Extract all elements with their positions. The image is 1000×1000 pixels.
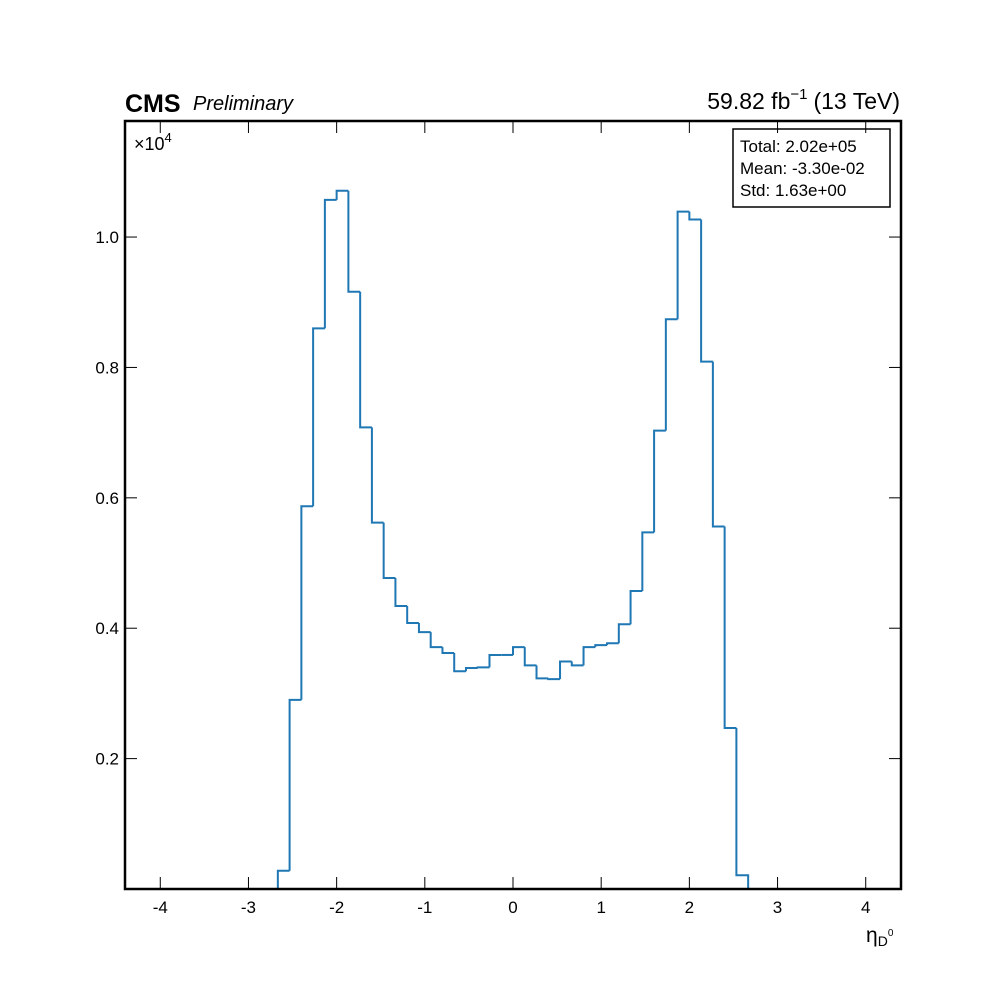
stats-line: Total: 2.02e+05 bbox=[740, 137, 857, 156]
x-tick-label: -4 bbox=[153, 898, 168, 917]
x-label-main: η bbox=[866, 924, 878, 947]
status: Preliminary bbox=[193, 93, 294, 115]
x-tick-label: 0 bbox=[508, 898, 517, 917]
histogram-bin bbox=[735, 727, 750, 889]
y-tick-label: 0.8 bbox=[95, 358, 119, 377]
x-tick-label: -1 bbox=[417, 898, 432, 917]
x-label-sub: D bbox=[878, 933, 888, 949]
histogram-bin bbox=[547, 678, 561, 681]
histogram-bin bbox=[464, 666, 478, 672]
histogram-bin bbox=[641, 531, 655, 592]
stats-line: Std: 1.63e+00 bbox=[740, 181, 846, 200]
histogram-bin bbox=[370, 427, 384, 524]
histogram-bin bbox=[323, 198, 337, 329]
y-tick-label: 1.0 bbox=[95, 228, 119, 247]
histogram-bin bbox=[417, 623, 431, 634]
luminosity-exponent: −1 bbox=[790, 86, 807, 103]
x-tick-label: 2 bbox=[685, 898, 694, 917]
histogram-bin bbox=[512, 646, 525, 655]
histogram-bin bbox=[476, 666, 490, 669]
histogram-bin bbox=[582, 646, 596, 666]
histogram-bin bbox=[453, 652, 466, 673]
histogram-bin bbox=[535, 665, 549, 680]
histogram-bin bbox=[441, 647, 455, 654]
lumi: 59.82 fb−1 (13 TeV) bbox=[707, 86, 900, 114]
x-tick-label: 4 bbox=[861, 898, 870, 917]
histogram-bin bbox=[594, 644, 608, 648]
histogram-bin bbox=[606, 642, 619, 646]
histogram-bin bbox=[394, 578, 408, 608]
y-multiplier-exponent: 4 bbox=[165, 130, 172, 145]
energy: (13 TeV) bbox=[813, 88, 900, 114]
x-tick-label: -2 bbox=[329, 898, 344, 917]
y-tick-label: 0.6 bbox=[95, 489, 119, 508]
histogram-bin bbox=[488, 653, 502, 668]
experiment: CMS bbox=[125, 90, 181, 118]
histogram-bin bbox=[288, 698, 302, 871]
x-tick-label: 3 bbox=[773, 898, 782, 917]
histogram-bin bbox=[382, 522, 396, 580]
histogram-bin bbox=[347, 190, 361, 293]
histogram-bin bbox=[429, 632, 443, 649]
histogram-bin bbox=[629, 590, 643, 625]
x-label: ηD0 bbox=[866, 924, 894, 949]
histogram-bin bbox=[711, 361, 725, 528]
x-label-sup: 0 bbox=[888, 928, 894, 939]
histogram-bin bbox=[523, 647, 537, 667]
histogram-bin bbox=[723, 526, 737, 729]
histogram-bin bbox=[406, 606, 419, 625]
histogram-bin bbox=[300, 505, 314, 700]
histogram-bin bbox=[276, 869, 290, 889]
y-tick-label: 0.4 bbox=[95, 619, 119, 638]
luminosity: 59.82 fb bbox=[707, 88, 790, 114]
x-tick-label: -3 bbox=[241, 898, 256, 917]
histogram-bin bbox=[653, 429, 666, 533]
histogram-bin bbox=[312, 327, 325, 507]
histogram-bin bbox=[570, 661, 584, 667]
plot-frame bbox=[123, 119, 903, 891]
x-tick-label: 1 bbox=[596, 898, 605, 917]
histogram-bin bbox=[688, 211, 702, 221]
y-tick-label: 0.2 bbox=[95, 750, 119, 769]
histogram-bin bbox=[559, 660, 572, 680]
histogram-bin bbox=[700, 219, 713, 363]
stats-line: Mean: -3.30e-02 bbox=[740, 159, 865, 178]
histogram-bin bbox=[335, 189, 349, 200]
y-multiplier: ×104 bbox=[134, 130, 172, 154]
stats-box bbox=[732, 128, 891, 208]
y-multiplier-base: ×10 bbox=[134, 134, 165, 154]
histogram-bin bbox=[664, 318, 678, 431]
histogram-bin bbox=[676, 210, 690, 320]
histogram-bin bbox=[359, 291, 372, 429]
histogram-bin bbox=[617, 623, 631, 644]
